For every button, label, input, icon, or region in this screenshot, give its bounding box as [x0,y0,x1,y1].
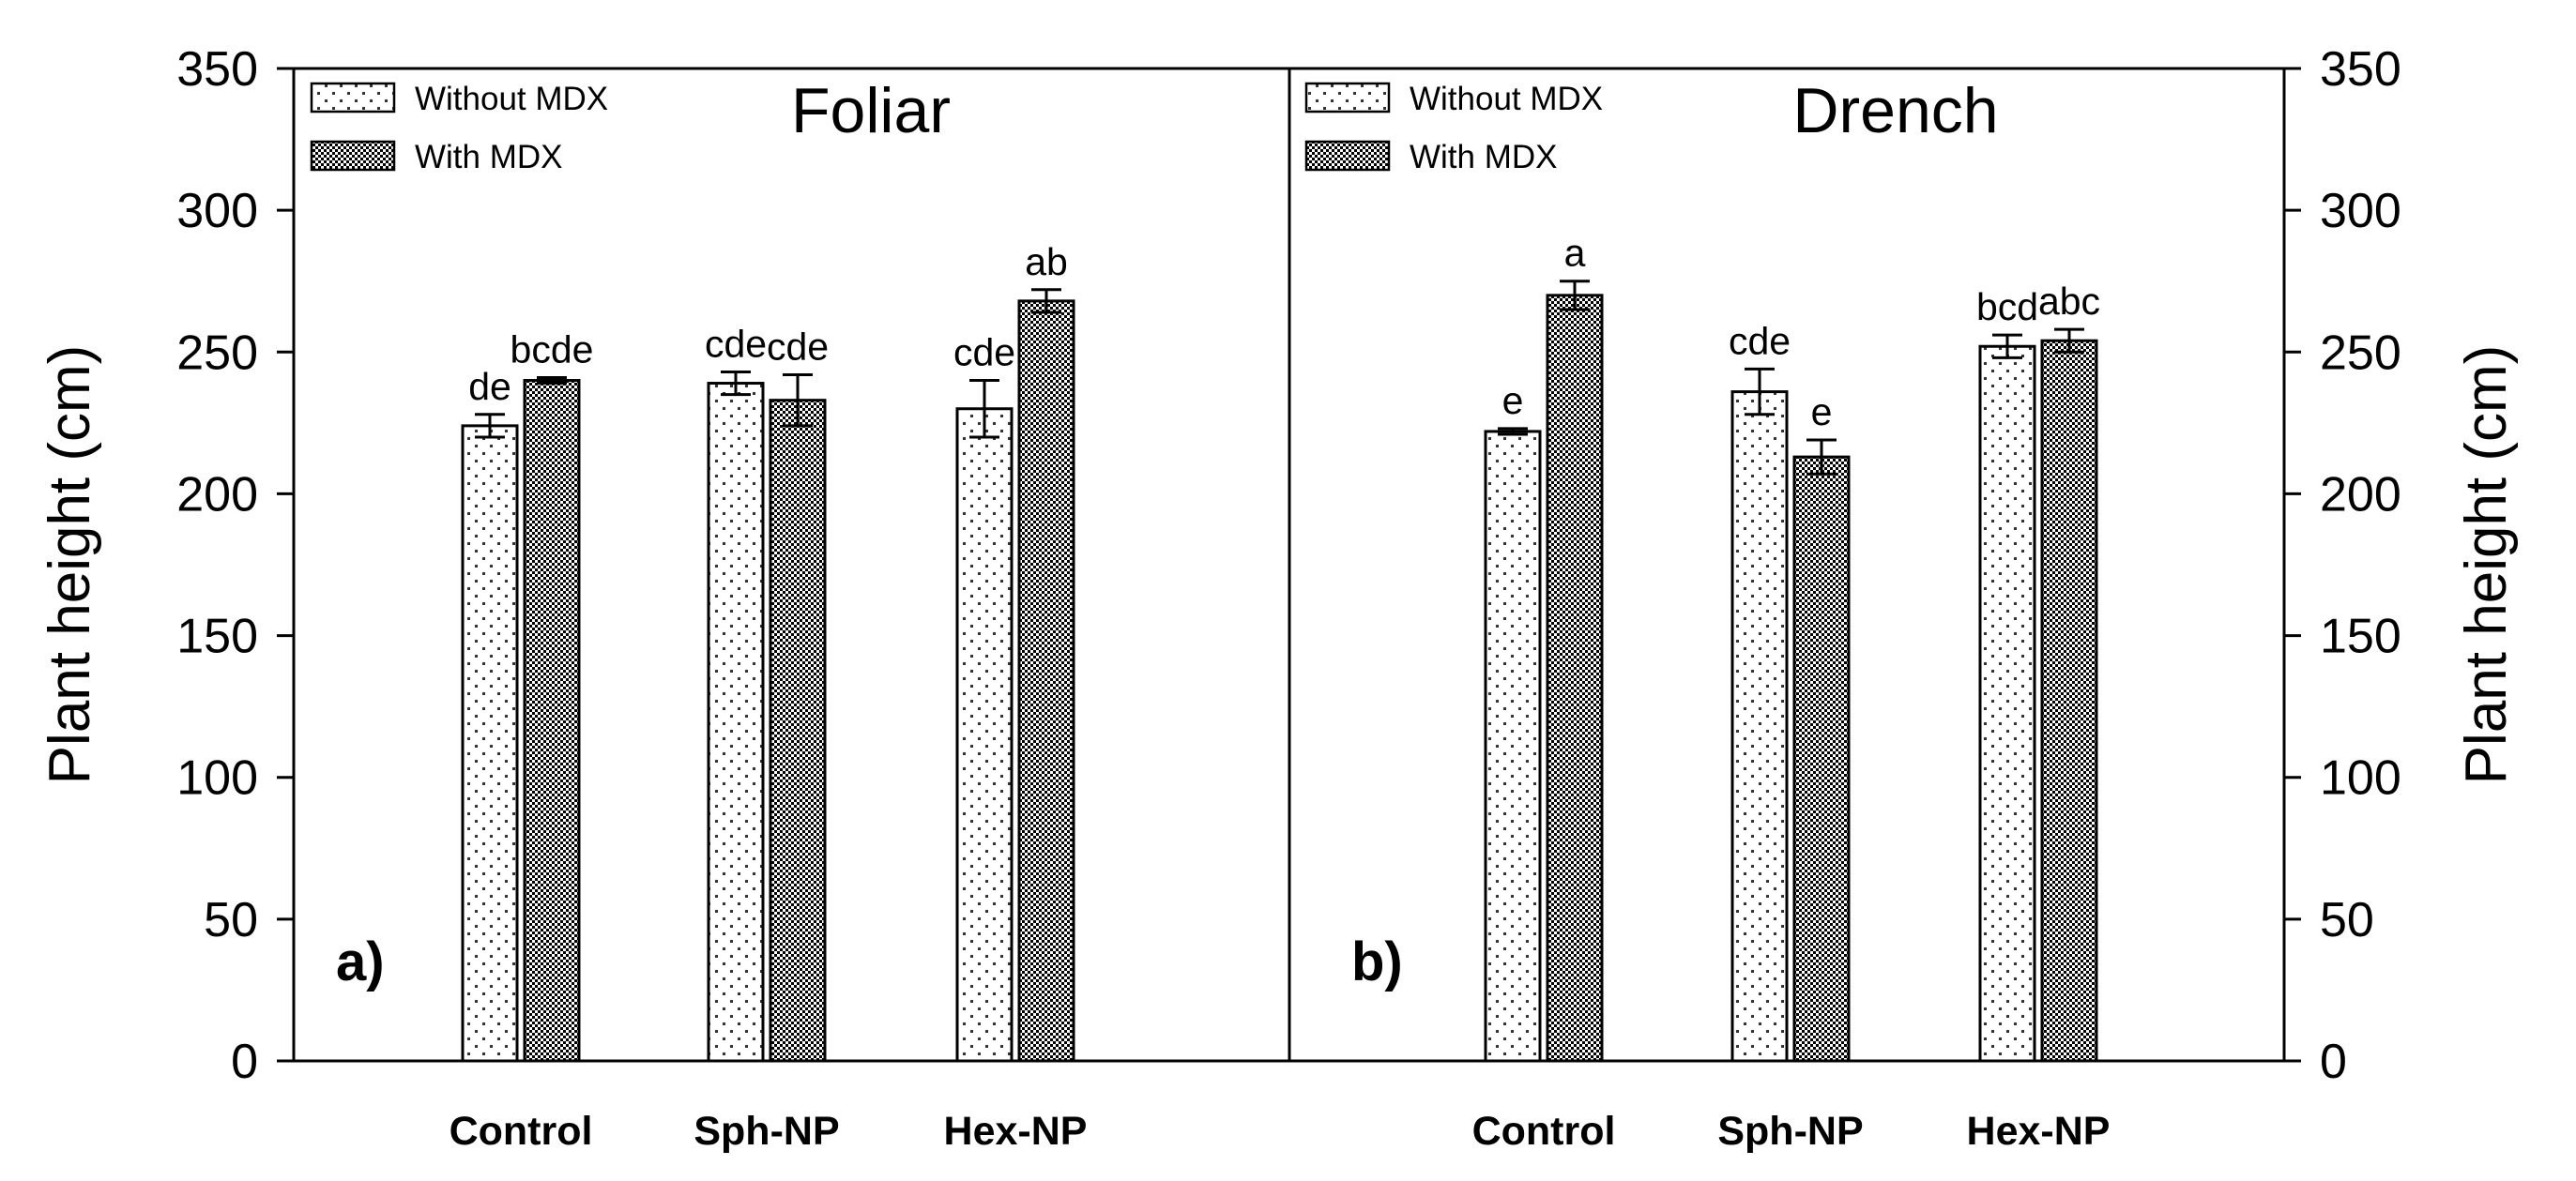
x-category-label: Hex-NP [1967,1109,2111,1154]
bar-without-mdx [461,424,519,1063]
y-tick-label-left: 100 [176,751,258,806]
significance-label: de [468,365,511,408]
legend-swatch-with-mdx [1304,140,1391,172]
y-tick-label-left: 350 [176,42,258,97]
y-axis-title-left: Plant height (cm) [38,345,102,785]
significance-label: bcde [511,327,594,371]
legend-foliar: Without MDX With MDX [310,81,608,175]
x-category-label: Sph-NP [694,1109,839,1154]
significance-label: a [1564,232,1586,275]
y-axis-title-right: Plant height (cm) [2454,345,2519,785]
legend-swatch-with-mdx [310,140,396,172]
bar-with-mdx [523,379,581,1063]
y-tick-label-right: 350 [2320,42,2401,97]
significance-label: cde [1729,319,1791,362]
x-category-label: Control [1472,1109,1616,1154]
y-tick-label-left: 0 [231,1035,258,1089]
panel-tag-a: a) [336,931,385,992]
bar-without-mdx [955,407,1014,1063]
y-tick-label-left: 150 [176,610,258,664]
bar-without-mdx [1484,430,1542,1063]
y-tick-label-right: 150 [2320,610,2401,664]
significance-label: e [1811,390,1833,433]
y-tick-label-right: 100 [2320,751,2401,806]
bar-without-mdx [1978,344,2036,1063]
axis-ticks: 0 0 50 50 100 100 150 150 200 200 250 250 300 300 350 3… [176,42,2401,1089]
x-category-label: Sph-NP [1717,1109,1863,1154]
significance-label: cde [767,325,829,368]
legend-label-without-mdx: Without MDX [1410,81,1603,117]
bar-without-mdx [707,382,765,1063]
bar-without-mdx [1730,390,1789,1063]
bar-with-mdx [2040,339,2098,1063]
y-tick-label-left: 300 [176,184,258,238]
significance-label: cde [705,322,767,365]
bars [461,280,2098,1063]
legend-label-with-mdx: With MDX [415,139,563,175]
y-tick-label-right: 0 [2320,1035,2347,1089]
y-tick-label-right: 200 [2320,467,2401,522]
x-category-label: Control [450,1109,593,1154]
panel-title-drench: Drench [1792,75,1998,146]
significance-label: e [1502,379,1524,422]
significance-label: cde [953,331,1015,374]
bar-with-mdx [1546,294,1604,1063]
y-tick-label-left: 50 [204,893,258,947]
legend-swatch-without-mdx [310,82,396,114]
significance-label: ab [1025,240,1068,283]
legend-label-with-mdx: With MDX [1410,139,1558,175]
legend-drench: Without MDX With MDX [1304,81,1603,175]
legend-swatch-without-mdx [1304,82,1391,114]
panel-title-foliar: Foliar [791,75,951,146]
bar-with-mdx [769,399,827,1063]
y-tick-label-left: 250 [176,326,258,380]
legend-label-without-mdx: Without MDX [415,81,608,117]
panel-tag-b: b) [1351,931,1403,992]
significance-label: abc [2038,280,2100,323]
y-tick-label-right: 300 [2320,184,2401,238]
y-tick-label-left: 200 [176,467,258,522]
bar-with-mdx [1792,455,1851,1063]
y-tick-label-right: 50 [2320,893,2374,947]
bar-with-mdx [1017,299,1075,1063]
y-tick-label-right: 250 [2320,326,2401,380]
x-category-label: Hex-NP [944,1109,1088,1154]
significance-label: bcd [1976,285,2038,328]
